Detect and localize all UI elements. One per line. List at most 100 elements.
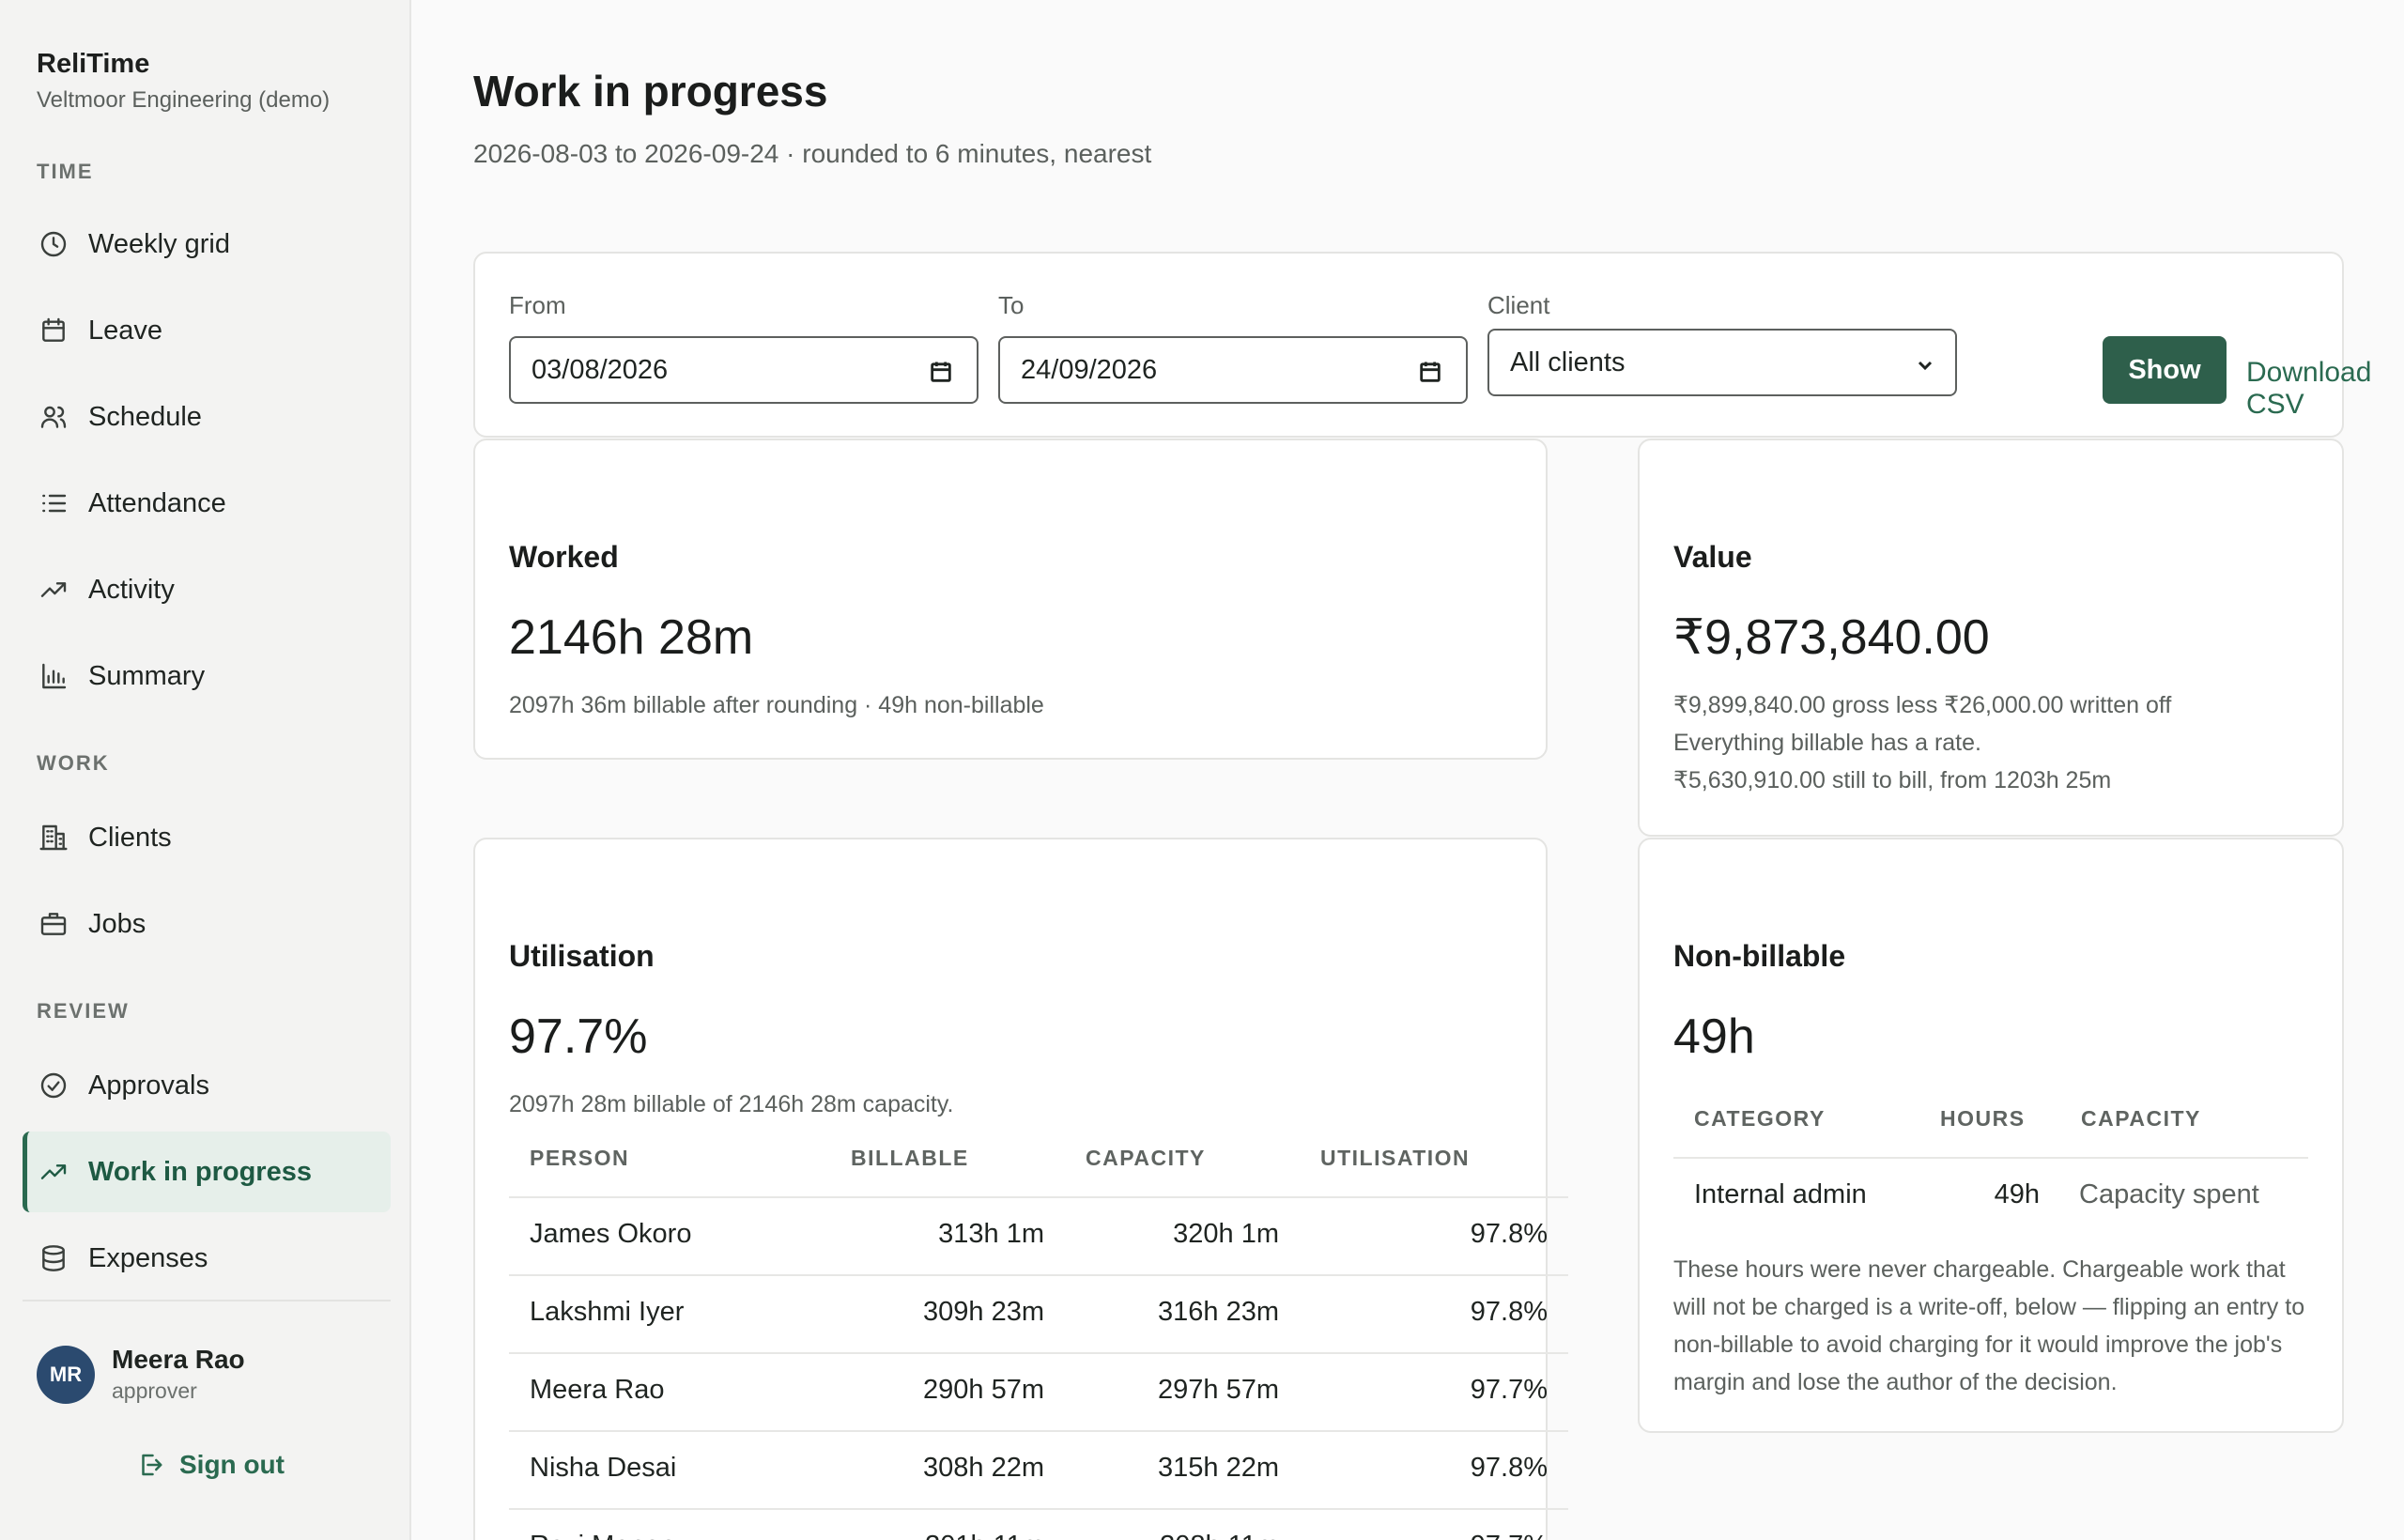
sidebar-item-attendance[interactable]: Attendance xyxy=(23,463,391,544)
sidebar-item-label: Work in progress xyxy=(88,1156,312,1187)
cell-billable: 290h 57m xyxy=(923,1375,1044,1405)
section-label-time: TIME xyxy=(37,160,94,183)
cell-capacity: 315h 22m xyxy=(1158,1453,1279,1483)
sidebar-item-approvals[interactable]: Approvals xyxy=(23,1045,391,1126)
sidebar-item-label: Jobs xyxy=(88,908,146,939)
calendar-icon[interactable] xyxy=(1417,359,1443,385)
building-icon xyxy=(38,822,69,854)
client-select-value: All clients xyxy=(1510,346,1626,377)
briefcase-icon xyxy=(38,908,69,940)
cell-utilisation: 97.8% xyxy=(1470,1297,1548,1327)
user-role: approver xyxy=(112,1378,197,1403)
to-date-value: 24/09/2026 xyxy=(1021,354,1158,385)
utilisation-note: 2097h 28m billable of 2146h 28m capacity… xyxy=(509,1091,954,1117)
sidebar-item-label: Weekly grid xyxy=(88,228,230,259)
database-icon xyxy=(38,1242,69,1274)
table-row: Meera Rao 290h 57m 297h 57m 97.7% xyxy=(509,1352,1568,1429)
brand-name: ReliTime xyxy=(37,49,150,79)
sidebar-item-label: Leave xyxy=(88,315,163,346)
cell-billable: 308h 22m xyxy=(923,1453,1044,1483)
cell-person: Ravi Menon xyxy=(530,1531,675,1540)
sidebar: ReliTime Veltmoor Engineering (demo) TIM… xyxy=(0,0,411,1540)
from-date-input[interactable]: 03/08/2026 xyxy=(509,336,979,404)
show-button[interactable]: Show xyxy=(2103,336,2227,404)
sign-out-label: Sign out xyxy=(179,1450,285,1479)
check-circle-icon xyxy=(38,1070,69,1101)
sidebar-item-label: Activity xyxy=(88,574,175,605)
table-row: Internal admin 49h Capacity spent xyxy=(1673,1157,2308,1234)
value-gross-note: ₹9,899,840.00 gross less ₹26,000.00 writ… xyxy=(1673,692,2172,718)
avatar: MR xyxy=(37,1345,95,1404)
column-header-category: CATEGORY xyxy=(1694,1106,1826,1131)
trend-icon xyxy=(38,1156,69,1188)
value-unbilled-note: ₹5,630,910.00 still to bill, from 1203h … xyxy=(1673,767,2112,793)
worked-value: 2146h 28m xyxy=(509,610,754,665)
sidebar-item-label: Attendance xyxy=(88,487,226,518)
cell-capacity: 308h 11m xyxy=(1160,1531,1279,1540)
main-content: Work in progress 2026-08-03 to 2026-09-2… xyxy=(411,0,2404,1540)
clock-icon xyxy=(38,228,69,260)
chevron-down-icon xyxy=(1914,353,1936,376)
cell-person: Nisha Desai xyxy=(530,1453,677,1483)
cell-capacity: Capacity spent xyxy=(2079,1179,2259,1209)
sidebar-item-schedule[interactable]: Schedule xyxy=(23,377,391,457)
nonbillable-note: These hours were never chargeable. Charg… xyxy=(1673,1256,2305,1395)
from-label: From xyxy=(509,291,566,319)
page-title: Work in progress xyxy=(473,67,828,116)
table-row: Lakshmi Iyer 309h 23m 316h 23m 97.8% xyxy=(509,1274,1568,1351)
client-select[interactable]: All clients xyxy=(1487,329,1957,396)
column-header-utilisation: UTILISATION xyxy=(1320,1146,1471,1170)
sidebar-item-expenses[interactable]: Expenses xyxy=(23,1218,391,1299)
sidebar-item-jobs[interactable]: Jobs xyxy=(23,884,391,964)
calendar-icon xyxy=(38,315,69,346)
to-date-input[interactable]: 24/09/2026 xyxy=(998,336,1468,404)
cell-billable: 301h 11m xyxy=(925,1531,1044,1540)
sidebar-item-label: Clients xyxy=(88,822,172,853)
sidebar-item-weekly-grid[interactable]: Weekly grid xyxy=(23,204,391,285)
calendar-icon[interactable] xyxy=(928,359,954,385)
cell-capacity: 320h 1m xyxy=(1173,1219,1279,1249)
nonbillable-value: 49h xyxy=(1673,1009,1755,1064)
column-header-capacity: CAPACITY xyxy=(1086,1146,1206,1170)
cell-capacity: 316h 23m xyxy=(1158,1297,1279,1327)
value-rate-note: Everything billable has a rate. xyxy=(1673,730,1981,756)
column-header-billable: BILLABLE xyxy=(851,1146,969,1170)
sign-out-button[interactable]: Sign out xyxy=(136,1450,285,1480)
value-title: Value xyxy=(1673,540,1752,574)
trend-icon xyxy=(38,574,69,606)
sidebar-item-activity[interactable]: Activity xyxy=(23,549,391,630)
from-date-value: 03/08/2026 xyxy=(532,354,669,385)
utilisation-card: Utilisation 97.7% 2097h 28m billable of … xyxy=(473,838,1568,1540)
table-row: Ravi Menon 301h 11m 308h 11m 97.7% xyxy=(509,1508,1568,1540)
sidebar-item-leave[interactable]: Leave xyxy=(23,290,391,371)
sidebar-item-work-in-progress[interactable]: Work in progress xyxy=(23,1132,391,1212)
page-subtitle: 2026-08-03 to 2026-09-24 · rounded to 6 … xyxy=(473,139,1152,168)
brand: ReliTime Veltmoor Engineering (demo) xyxy=(37,49,330,114)
cell-person: Meera Rao xyxy=(530,1375,665,1405)
worked-note: 2097h 36m billable after rounding · 49h … xyxy=(509,692,1044,718)
column-header-hours: HOURS xyxy=(1940,1106,2026,1131)
to-label: To xyxy=(998,291,1025,319)
nonbillable-title: Non-billable xyxy=(1673,939,1846,973)
sign-out-icon xyxy=(142,1454,162,1476)
download-csv-link[interactable]: Download CSV xyxy=(2246,357,2372,420)
section-label-review: REVIEW xyxy=(37,999,130,1023)
sidebar-divider xyxy=(23,1300,391,1301)
sidebar-item-label: Approvals xyxy=(88,1070,209,1101)
cell-billable: 309h 23m xyxy=(923,1297,1044,1327)
brand-org: Veltmoor Engineering (demo) xyxy=(37,87,331,113)
worked-title: Worked xyxy=(509,540,619,574)
cell-capacity: 297h 57m xyxy=(1158,1375,1279,1405)
utilisation-title: Utilisation xyxy=(509,939,655,973)
sidebar-item-clients[interactable]: Clients xyxy=(23,797,391,878)
user-name: Meera Rao xyxy=(112,1345,245,1374)
cell-person: Lakshmi Iyer xyxy=(530,1297,685,1327)
table-row: James Okoro 313h 1m 320h 1m 97.8% xyxy=(509,1196,1568,1273)
sidebar-item-summary[interactable]: Summary xyxy=(23,636,391,716)
section-label-work: WORK xyxy=(37,751,110,775)
column-header-capacity: CAPACITY xyxy=(2081,1106,2201,1131)
users-icon xyxy=(38,401,69,433)
column-header-person: PERSON xyxy=(530,1146,630,1170)
cell-utilisation: 97.8% xyxy=(1470,1219,1548,1249)
filters-card: From 03/08/2026 To 24/09/2026 Client All… xyxy=(473,252,2371,438)
